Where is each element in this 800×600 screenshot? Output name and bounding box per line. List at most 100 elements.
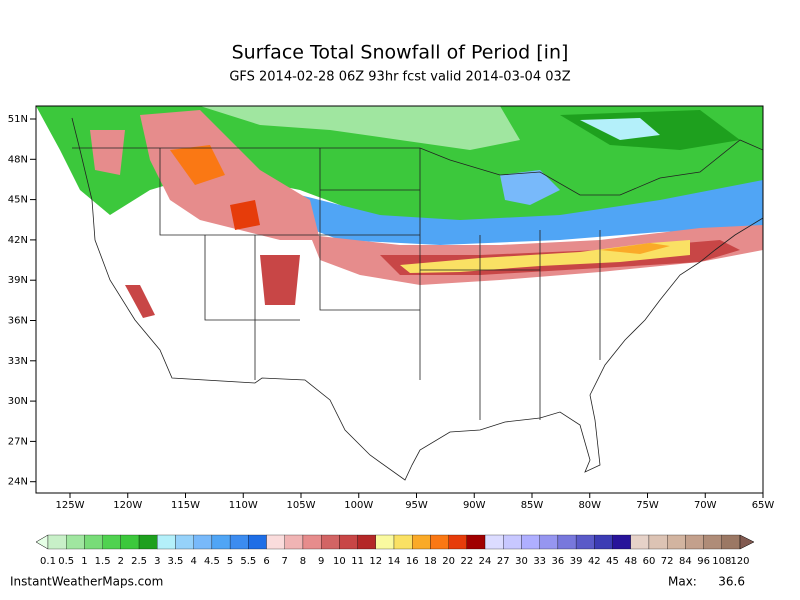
legend-swatch — [466, 534, 486, 550]
lon-label: 115W — [171, 500, 200, 511]
legend-label: 20 — [442, 556, 455, 567]
snow-colorado — [260, 255, 300, 305]
legend-label: 120 — [730, 556, 749, 567]
legend-label: 16 — [406, 556, 419, 567]
legend-label: 42 — [588, 556, 601, 567]
lat-label: 51N — [8, 114, 28, 125]
legend-label: 0.5 — [58, 556, 74, 567]
lat-label: 30N — [8, 396, 28, 407]
lon-label: 120W — [113, 500, 142, 511]
map-subtitle: GFS 2014-02-28 06Z 93hr fcst valid 2014-… — [229, 70, 570, 85]
legend-swatch — [539, 534, 559, 550]
state-borders — [159, 148, 601, 420]
legend-swatch — [157, 534, 176, 550]
lon-label: 125W — [56, 500, 85, 511]
legend-swatch — [266, 534, 285, 550]
legend-label: 5.5 — [240, 556, 256, 567]
legend-over — [739, 534, 755, 550]
lon-label: 65W — [752, 500, 775, 511]
legend-swatch — [284, 534, 304, 550]
legend-swatch — [229, 534, 249, 550]
legend-label: 14 — [388, 556, 401, 567]
legend-swatch — [412, 534, 431, 550]
map-field — [36, 106, 763, 493]
legend-label: 27 — [497, 556, 510, 567]
legend-swatch — [47, 534, 67, 550]
lon-label: 70W — [694, 500, 717, 511]
legend-label: 45 — [606, 556, 619, 567]
legend-swatch — [575, 534, 595, 550]
legend-swatch — [484, 534, 504, 550]
legend-label: 22 — [460, 556, 473, 567]
legend-swatch — [703, 534, 722, 550]
lon-label: 95W — [405, 500, 428, 511]
legend-swatch — [175, 534, 194, 550]
legend-label: 6 — [263, 556, 269, 567]
lon-label: 90W — [463, 500, 486, 511]
snow-blue — [300, 180, 763, 245]
lon-label: 80W — [578, 500, 601, 511]
legend-label: 48 — [624, 556, 637, 567]
legend-label: 96 — [697, 556, 710, 567]
legend-swatch — [193, 534, 213, 550]
lon-label: 110W — [229, 500, 258, 511]
max-value: 36.6 — [718, 575, 745, 589]
legend-label: 84 — [679, 556, 692, 567]
legend-swatch — [721, 534, 741, 550]
lat-label: 48N — [8, 154, 28, 165]
source-label: InstantWeatherMaps.com — [10, 575, 163, 589]
legend-label: 9 — [318, 556, 324, 567]
lon-label: 100W — [344, 500, 373, 511]
legend-swatch — [357, 534, 376, 550]
snow-sierra — [125, 285, 155, 318]
legend-swatch — [211, 534, 231, 550]
legend-swatch — [302, 534, 322, 550]
legend-under — [35, 534, 49, 550]
legend-swatch — [612, 534, 631, 550]
legend-label: 3 — [154, 556, 160, 567]
lat-label: 45N — [8, 195, 28, 206]
map-title: Surface Total Snowfall of Period [in] — [232, 42, 569, 64]
snow-orange — [600, 243, 670, 254]
canada-border — [72, 139, 763, 196]
lat-label: 33N — [8, 356, 28, 367]
legend-label: 2 — [118, 556, 124, 567]
legend-label: 39 — [570, 556, 583, 567]
lon-label: 75W — [636, 500, 659, 511]
legend-swatch — [339, 534, 358, 550]
legend-label: 0.1 — [40, 556, 56, 567]
legend-label: 33 — [533, 556, 546, 567]
legend-swatch — [648, 534, 668, 550]
legend-swatch — [321, 534, 340, 550]
lon-label: 105W — [287, 500, 316, 511]
legend-swatch — [375, 534, 395, 550]
legend-label: 24 — [479, 556, 492, 567]
snow-west-pink — [140, 110, 320, 240]
legend-label: 10 — [333, 556, 346, 567]
legend-swatch — [66, 534, 85, 550]
lat-label: 36N — [8, 316, 28, 327]
legend-label: 4.5 — [204, 556, 220, 567]
legend-label: 2.5 — [131, 556, 147, 567]
legend-label: 7 — [282, 556, 288, 567]
lat-label: 39N — [8, 275, 28, 286]
legend-swatch — [448, 534, 467, 550]
legend-swatch — [521, 534, 540, 550]
legend-label: 5 — [227, 556, 233, 567]
legend-label: 60 — [643, 556, 656, 567]
legend-label: 1 — [81, 556, 87, 567]
snow-west-orange — [170, 145, 225, 185]
legend-swatch — [430, 534, 449, 550]
snow-blue-lakes — [500, 170, 560, 205]
legend-swatch — [594, 534, 613, 550]
legend-swatch — [84, 534, 103, 550]
lon-label: 85W — [521, 500, 544, 511]
snow-light-green — [200, 106, 520, 150]
lat-label: 27N — [8, 436, 28, 447]
max-label: Max: — [668, 575, 697, 589]
legend-swatch — [557, 534, 577, 550]
legend-label: 36 — [552, 556, 565, 567]
legend-label: 30 — [515, 556, 528, 567]
legend-swatch — [102, 534, 121, 550]
